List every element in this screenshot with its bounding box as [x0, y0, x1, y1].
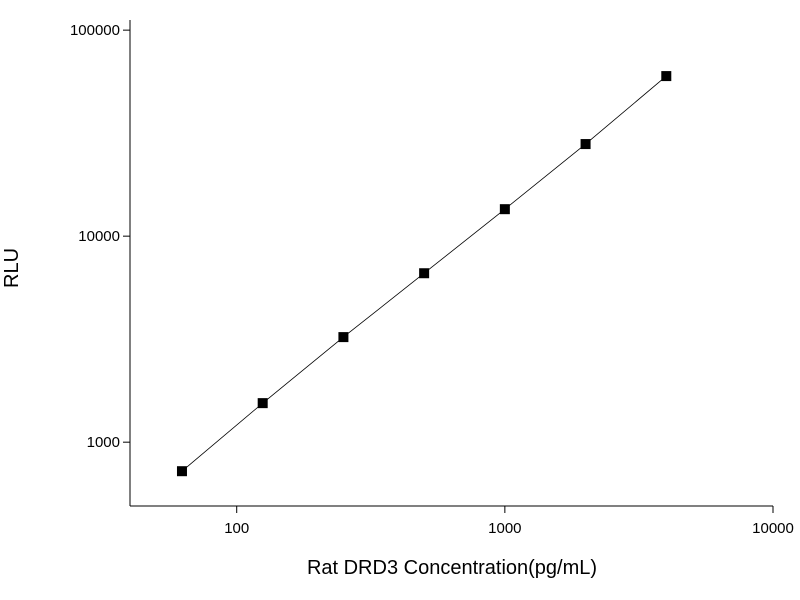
- data-point: [338, 332, 349, 343]
- y-axis-title: RLU: [1, 248, 23, 288]
- y-tick-label: 10000: [78, 228, 120, 245]
- x-tick-label: 100: [224, 520, 249, 537]
- x-tick-label: 1000: [488, 520, 521, 537]
- data-point: [580, 139, 591, 150]
- y-tick-label: 100000: [70, 22, 120, 39]
- y-tick-label: 1000: [87, 434, 120, 451]
- x-tick-label: 10000: [752, 520, 794, 537]
- data-point: [661, 71, 672, 82]
- data-point: [176, 466, 187, 477]
- data-point: [257, 398, 268, 409]
- x-axis-title: Rat DRD3 Concentration(pg/mL): [307, 557, 597, 579]
- data-point: [419, 268, 430, 279]
- data-point: [499, 204, 510, 215]
